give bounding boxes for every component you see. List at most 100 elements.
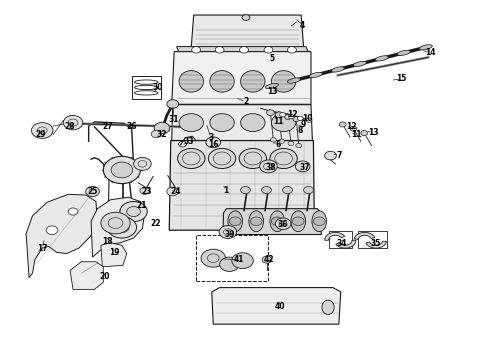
Circle shape [232, 253, 253, 269]
Text: 7: 7 [336, 151, 342, 160]
Circle shape [271, 217, 283, 226]
Polygon shape [172, 105, 313, 141]
Text: 31: 31 [169, 114, 179, 123]
Text: 19: 19 [109, 248, 119, 257]
Text: 39: 39 [224, 230, 235, 239]
Text: 5: 5 [270, 54, 275, 63]
Ellipse shape [265, 84, 278, 89]
Text: 32: 32 [157, 130, 167, 139]
Circle shape [240, 46, 248, 53]
Polygon shape [70, 262, 103, 289]
Circle shape [219, 226, 237, 238]
Circle shape [208, 148, 236, 168]
Circle shape [325, 151, 336, 160]
Circle shape [293, 117, 300, 122]
Circle shape [339, 122, 346, 127]
Circle shape [304, 186, 314, 194]
Circle shape [250, 217, 262, 226]
Text: 29: 29 [35, 130, 46, 139]
Text: 13: 13 [368, 128, 378, 137]
Ellipse shape [291, 211, 306, 231]
Ellipse shape [322, 300, 334, 315]
Text: 10: 10 [302, 114, 313, 123]
Circle shape [134, 157, 151, 170]
Circle shape [283, 186, 293, 194]
Circle shape [350, 126, 357, 131]
Text: 41: 41 [234, 255, 245, 264]
Wedge shape [354, 232, 375, 239]
Text: 33: 33 [184, 137, 194, 146]
Circle shape [31, 123, 53, 138]
Text: 25: 25 [87, 187, 98, 196]
Ellipse shape [312, 211, 327, 231]
Circle shape [262, 256, 272, 263]
Circle shape [103, 156, 141, 184]
Circle shape [306, 118, 312, 122]
Circle shape [192, 46, 200, 53]
Text: 35: 35 [371, 239, 381, 248]
Circle shape [270, 148, 297, 168]
Circle shape [206, 137, 220, 148]
Text: 3: 3 [208, 133, 214, 142]
Ellipse shape [241, 71, 265, 92]
Text: 11: 11 [273, 117, 284, 126]
Circle shape [177, 148, 205, 168]
Circle shape [68, 208, 78, 215]
Text: 8: 8 [297, 126, 302, 135]
Circle shape [127, 207, 141, 217]
Ellipse shape [353, 61, 367, 67]
Circle shape [63, 116, 83, 130]
Circle shape [275, 218, 291, 229]
Polygon shape [191, 15, 304, 47]
Text: 1: 1 [223, 186, 228, 195]
Circle shape [279, 139, 285, 143]
Circle shape [293, 217, 304, 226]
Circle shape [314, 217, 325, 226]
Circle shape [201, 249, 225, 267]
Circle shape [167, 100, 178, 108]
Polygon shape [212, 288, 341, 324]
Circle shape [120, 202, 147, 222]
Ellipse shape [210, 71, 234, 92]
Wedge shape [325, 232, 344, 240]
Text: 13: 13 [267, 86, 278, 95]
Circle shape [285, 114, 292, 120]
Circle shape [86, 186, 99, 197]
Ellipse shape [270, 211, 285, 231]
Ellipse shape [331, 67, 344, 72]
Circle shape [242, 15, 250, 21]
Text: 14: 14 [425, 48, 436, 57]
Circle shape [239, 148, 267, 168]
Wedge shape [336, 240, 356, 248]
Ellipse shape [271, 71, 296, 92]
Polygon shape [91, 197, 145, 257]
Circle shape [296, 143, 302, 148]
Circle shape [262, 186, 271, 194]
Ellipse shape [397, 50, 410, 55]
Circle shape [270, 138, 276, 142]
Text: 36: 36 [278, 220, 288, 229]
Text: 37: 37 [299, 163, 310, 172]
Circle shape [220, 257, 239, 271]
Polygon shape [26, 194, 98, 278]
Ellipse shape [249, 211, 264, 231]
Text: 12: 12 [288, 110, 298, 119]
Ellipse shape [179, 71, 203, 92]
Circle shape [179, 114, 203, 132]
Text: 28: 28 [65, 122, 75, 131]
Text: 17: 17 [37, 244, 48, 253]
Circle shape [229, 217, 241, 226]
Text: 11: 11 [351, 130, 362, 139]
Text: 2: 2 [244, 97, 248, 106]
Polygon shape [169, 140, 315, 230]
Ellipse shape [419, 45, 432, 50]
Circle shape [241, 114, 265, 132]
Circle shape [288, 46, 296, 53]
Circle shape [241, 186, 250, 194]
Circle shape [111, 162, 133, 178]
Circle shape [275, 112, 283, 118]
Circle shape [271, 114, 296, 132]
Text: 38: 38 [265, 163, 276, 172]
Circle shape [101, 212, 130, 234]
Wedge shape [366, 241, 387, 248]
